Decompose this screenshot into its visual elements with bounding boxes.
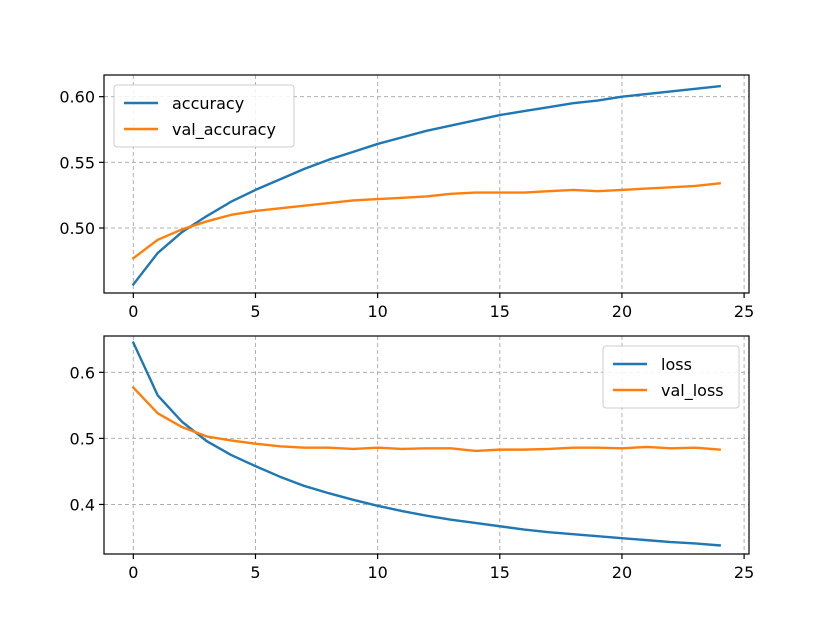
chart-accuracy-plot-ytick-label-1: 0.55 [59, 153, 95, 172]
chart-loss-plot-xtick-label-0: 0 [128, 563, 138, 582]
chart-accuracy-plot-series-accuracy [131, 84, 722, 287]
chart-loss-plot-xtick-label-5: 25 [734, 563, 754, 582]
chart-accuracy-plot-axes-frame [103, 74, 750, 294]
chart-loss-plot-legend-label-loss: loss [661, 355, 692, 374]
chart-accuracy-plot-legend-label-accuracy: accuracy [172, 94, 244, 113]
chart-loss-plot-legend: loss val_loss [602, 345, 740, 409]
chart-loss-plot-legend-label-val-loss: val_loss [661, 381, 724, 401]
chart-accuracy-plot-xtick-label-5: 25 [734, 302, 754, 321]
chart-accuracy-plot-legend-label-val-accuracy: val_accuracy [172, 120, 276, 140]
chart-accuracy-plot-xtick-label-3: 15 [490, 302, 510, 321]
chart-loss-plot-series-val-loss [131, 385, 721, 453]
chart-loss-plot-ytick-label-2: 0.6 [70, 363, 95, 382]
chart-accuracy-plot-legend-box [113, 84, 295, 148]
chart-loss-plot-xtick-label-4: 20 [612, 563, 632, 582]
chart-loss-plot-ytick-label-1: 0.5 [70, 429, 95, 448]
chart-accuracy-plot-xtick-label-1: 5 [250, 302, 260, 321]
accuracy-plot: 0 5 10 15 20 25 0.50 0.55 0.60 accuracy val_accura… [59, 74, 754, 321]
chart-loss-plot-legend-box [602, 345, 740, 409]
chart-accuracy-plot-xtick-label-0: 0 [128, 302, 138, 321]
chart-loss-plot-axes-frame [103, 335, 750, 555]
chart-accuracy-plot-xtick-label-4: 20 [612, 302, 632, 321]
chart-loss-plot-xtick-label-2: 10 [367, 563, 387, 582]
chart-loss-plot-series-loss [131, 341, 721, 547]
loss-plot: 0 5 10 15 20 25 0.4 0.5 0.6 loss val_loss [70, 335, 754, 582]
chart-accuracy-plot-xtick-label-2: 10 [367, 302, 387, 321]
chart-loss-plot-xtick-label-1: 5 [250, 563, 260, 582]
chart-accuracy-plot-ytick-label-0: 0.50 [59, 219, 95, 238]
chart-loss-plot-ytick-label-0: 0.4 [70, 495, 95, 514]
chart-accuracy-plot-legend: accuracy val_accuracy [113, 84, 295, 148]
chart-loss-plot-xtick-label-3: 15 [490, 563, 510, 582]
chart-accuracy-plot-ytick-label-2: 0.60 [59, 88, 95, 107]
chart-accuracy-plot-series-val-accuracy [131, 182, 722, 260]
